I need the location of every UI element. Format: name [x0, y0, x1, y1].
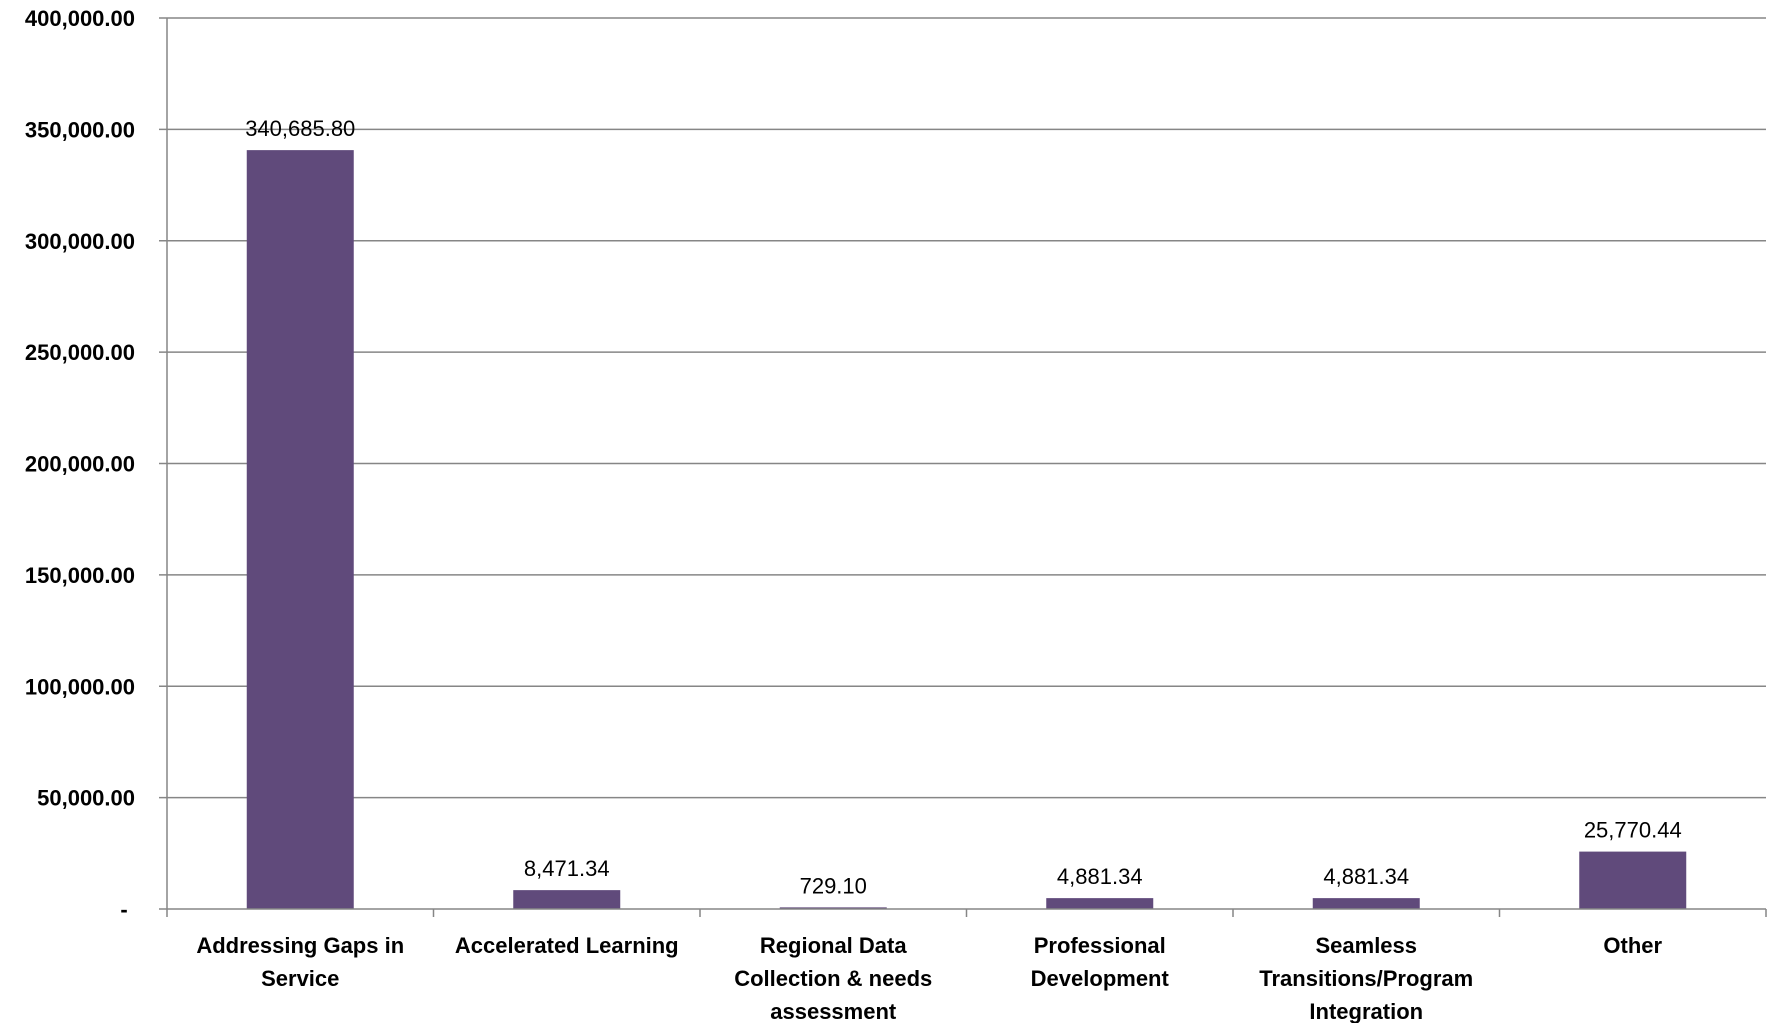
category-labels: Addressing Gaps in Service Accelerated Lea…	[196, 933, 1662, 1023]
y-tick-label: 200,000.00	[25, 452, 135, 477]
y-tick-label: 150,000.00	[25, 563, 135, 588]
y-tick-label: 50,000.00	[37, 786, 135, 811]
bar	[1046, 898, 1154, 909]
data-label: 4,881.34	[1323, 864, 1409, 889]
bars	[246, 150, 1687, 909]
category-label: Regional Data	[760, 933, 907, 958]
category-label: Professional	[1034, 933, 1166, 958]
data-label: 4,881.34	[1057, 864, 1143, 889]
bar	[779, 907, 887, 909]
bar	[246, 150, 354, 909]
data-label: 25,770.44	[1584, 818, 1682, 843]
axes	[159, 17, 1767, 917]
bar	[1579, 851, 1687, 909]
y-tick-label: -	[120, 897, 127, 922]
y-axis-tick-labels: - 50,000.00 100,000.00 150,000.00 200,000.00…	[25, 6, 135, 922]
category-label: Other	[1603, 933, 1662, 958]
y-tick-label: 400,000.00	[25, 6, 135, 31]
data-label: 340,685.80	[245, 116, 355, 141]
bar	[1312, 898, 1420, 909]
category-label: Accelerated Learning	[455, 933, 679, 958]
data-label: 8,471.34	[524, 856, 610, 881]
category-label: Transitions/Program	[1259, 966, 1473, 991]
category-label: Collection & needs	[734, 966, 932, 991]
y-tick-label: 100,000.00	[25, 674, 135, 699]
category-label: assessment	[770, 999, 897, 1023]
category-label: Service	[261, 966, 339, 991]
category-label: Addressing Gaps in	[196, 933, 404, 958]
y-tick-label: 250,000.00	[25, 340, 135, 365]
y-tick-label: 350,000.00	[25, 117, 135, 142]
bar	[513, 890, 621, 909]
data-labels: 340,685.80 8,471.34 729.10 4,881.34 4,881.34…	[245, 116, 1681, 898]
category-label: Development	[1031, 966, 1170, 991]
category-label: Integration	[1309, 999, 1423, 1023]
gridlines	[167, 17, 1766, 799]
category-label: Seamless	[1315, 933, 1417, 958]
data-label: 729.10	[800, 873, 867, 898]
y-tick-label: 300,000.00	[25, 229, 135, 254]
